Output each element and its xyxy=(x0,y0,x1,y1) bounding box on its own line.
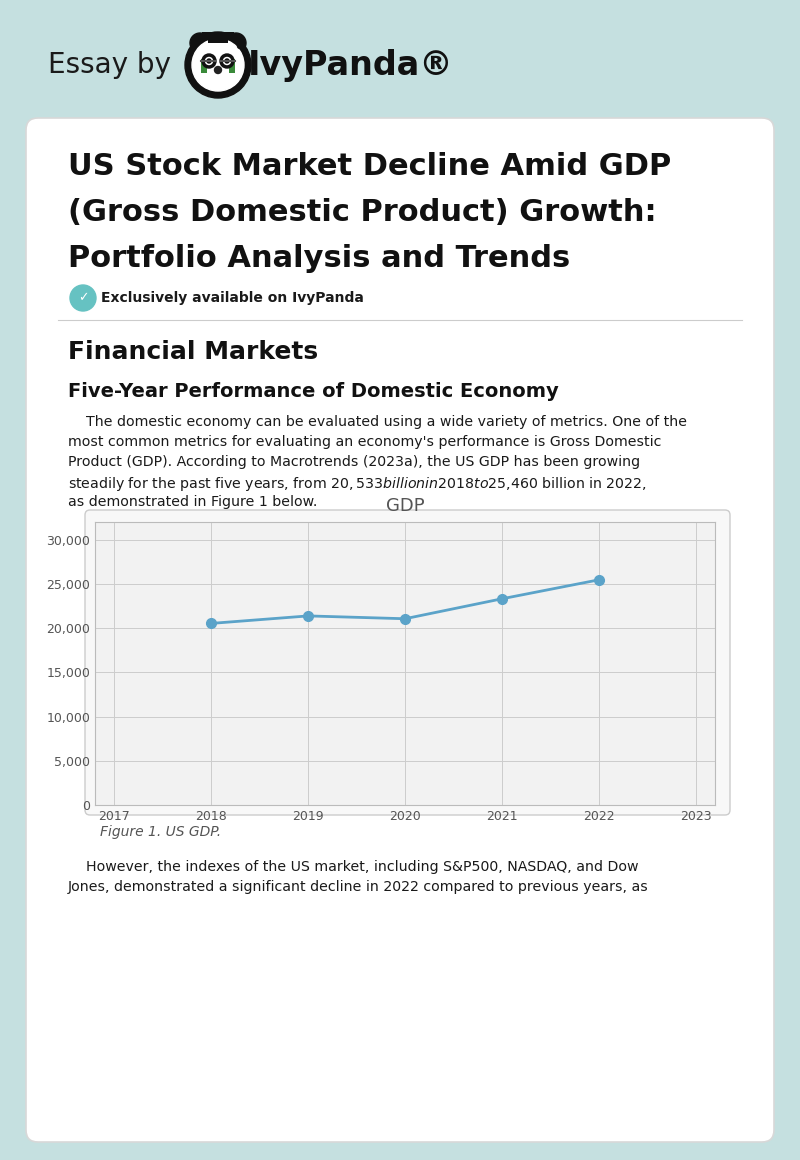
Text: (Gross Domestic Product) Growth:: (Gross Domestic Product) Growth: xyxy=(68,198,657,227)
Circle shape xyxy=(70,285,96,311)
Circle shape xyxy=(238,43,242,49)
FancyBboxPatch shape xyxy=(208,35,228,43)
Title: GDP: GDP xyxy=(386,496,424,515)
Text: However, the indexes of the US market, including S&P500, NASDAQ, and Dow: However, the indexes of the US market, i… xyxy=(68,860,638,873)
Text: Jones, demonstrated a significant decline in 2022 compared to previous years, as: Jones, demonstrated a significant declin… xyxy=(68,880,649,894)
Circle shape xyxy=(214,66,222,73)
Circle shape xyxy=(190,32,210,53)
Circle shape xyxy=(202,55,216,68)
Text: Financial Markets: Financial Markets xyxy=(68,340,318,364)
Circle shape xyxy=(220,55,234,68)
Circle shape xyxy=(185,32,251,97)
Text: Figure 1. US GDP.: Figure 1. US GDP. xyxy=(100,825,221,839)
FancyBboxPatch shape xyxy=(85,510,730,815)
Text: Five-Year Performance of Domestic Economy: Five-Year Performance of Domestic Econom… xyxy=(68,382,558,401)
Bar xyxy=(0,0,800,130)
Text: Essay by: Essay by xyxy=(48,51,171,79)
Text: Exclusively available on IvyPanda: Exclusively available on IvyPanda xyxy=(101,291,364,305)
Circle shape xyxy=(192,39,244,90)
Circle shape xyxy=(206,58,213,65)
Text: Portfolio Analysis and Trends: Portfolio Analysis and Trends xyxy=(68,244,570,273)
FancyArrow shape xyxy=(229,59,235,73)
Circle shape xyxy=(225,59,229,63)
Circle shape xyxy=(207,59,211,63)
Text: most common metrics for evaluating an economy's performance is Gross Domestic: most common metrics for evaluating an ec… xyxy=(68,435,662,449)
Text: as demonstrated in Figure 1 below.: as demonstrated in Figure 1 below. xyxy=(68,495,318,509)
Text: The domestic economy can be evaluated using a wide variety of metrics. One of th: The domestic economy can be evaluated us… xyxy=(68,415,687,429)
Text: US Stock Market Decline Amid GDP: US Stock Market Decline Amid GDP xyxy=(68,152,671,181)
Text: IvyPanda®: IvyPanda® xyxy=(248,49,454,81)
FancyBboxPatch shape xyxy=(26,118,774,1141)
Circle shape xyxy=(223,58,230,65)
Circle shape xyxy=(226,32,246,53)
Bar xyxy=(202,32,234,37)
Text: steadily for the past five years, from $20,533 billion in 2018 to $25,460 billio: steadily for the past five years, from $… xyxy=(68,474,647,493)
Text: Product (GDP). According to Macrotrends (2023a), the US GDP has been growing: Product (GDP). According to Macrotrends … xyxy=(68,455,640,469)
Text: ✓: ✓ xyxy=(78,291,88,304)
FancyArrow shape xyxy=(201,59,207,73)
